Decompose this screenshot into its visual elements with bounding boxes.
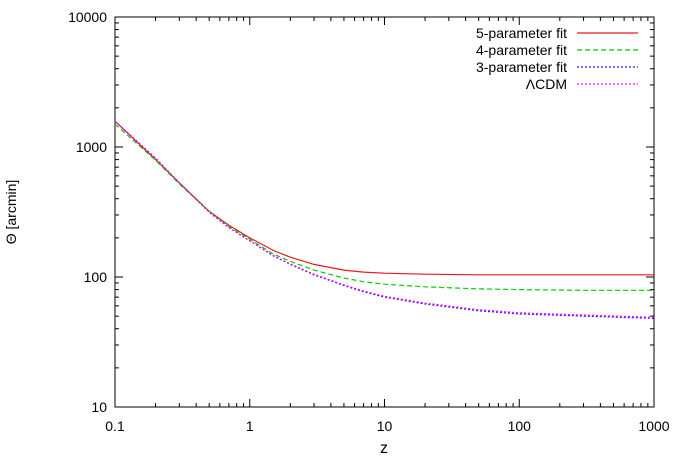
y-axis-ticks: 10 100 1000 10000 [68,9,654,415]
legend-label: 4-parameter fit [476,42,567,58]
y-tick-label: 10 [91,399,107,415]
x-tick-label: 100 [508,418,532,434]
series-line-1 [114,120,654,276]
series-line-4 [114,120,655,318]
y-axis-label: Θ [arcmin] [3,180,19,245]
x-axis-ticks: 0.1 1 10 100 1000 [105,17,670,434]
legend-label: 5-parameter fit [476,25,567,41]
series-layer [114,120,655,319]
y-tick-label: 1000 [76,139,107,155]
y-tick-label: 10000 [68,9,107,25]
x-axis-label: z [380,440,388,457]
legend-label: 3-parameter fit [476,59,567,75]
x-tick-label: 10 [377,418,393,434]
series-line-3 [114,120,655,319]
x-tick-label: 1 [246,418,254,434]
y-tick-label: 100 [84,269,108,285]
legend-label: ΛCDM [526,76,567,92]
x-tick-label: 1000 [638,418,669,434]
x-tick-label: 0.1 [105,418,125,434]
plot-frame [114,16,655,408]
series-line-2 [114,123,654,291]
